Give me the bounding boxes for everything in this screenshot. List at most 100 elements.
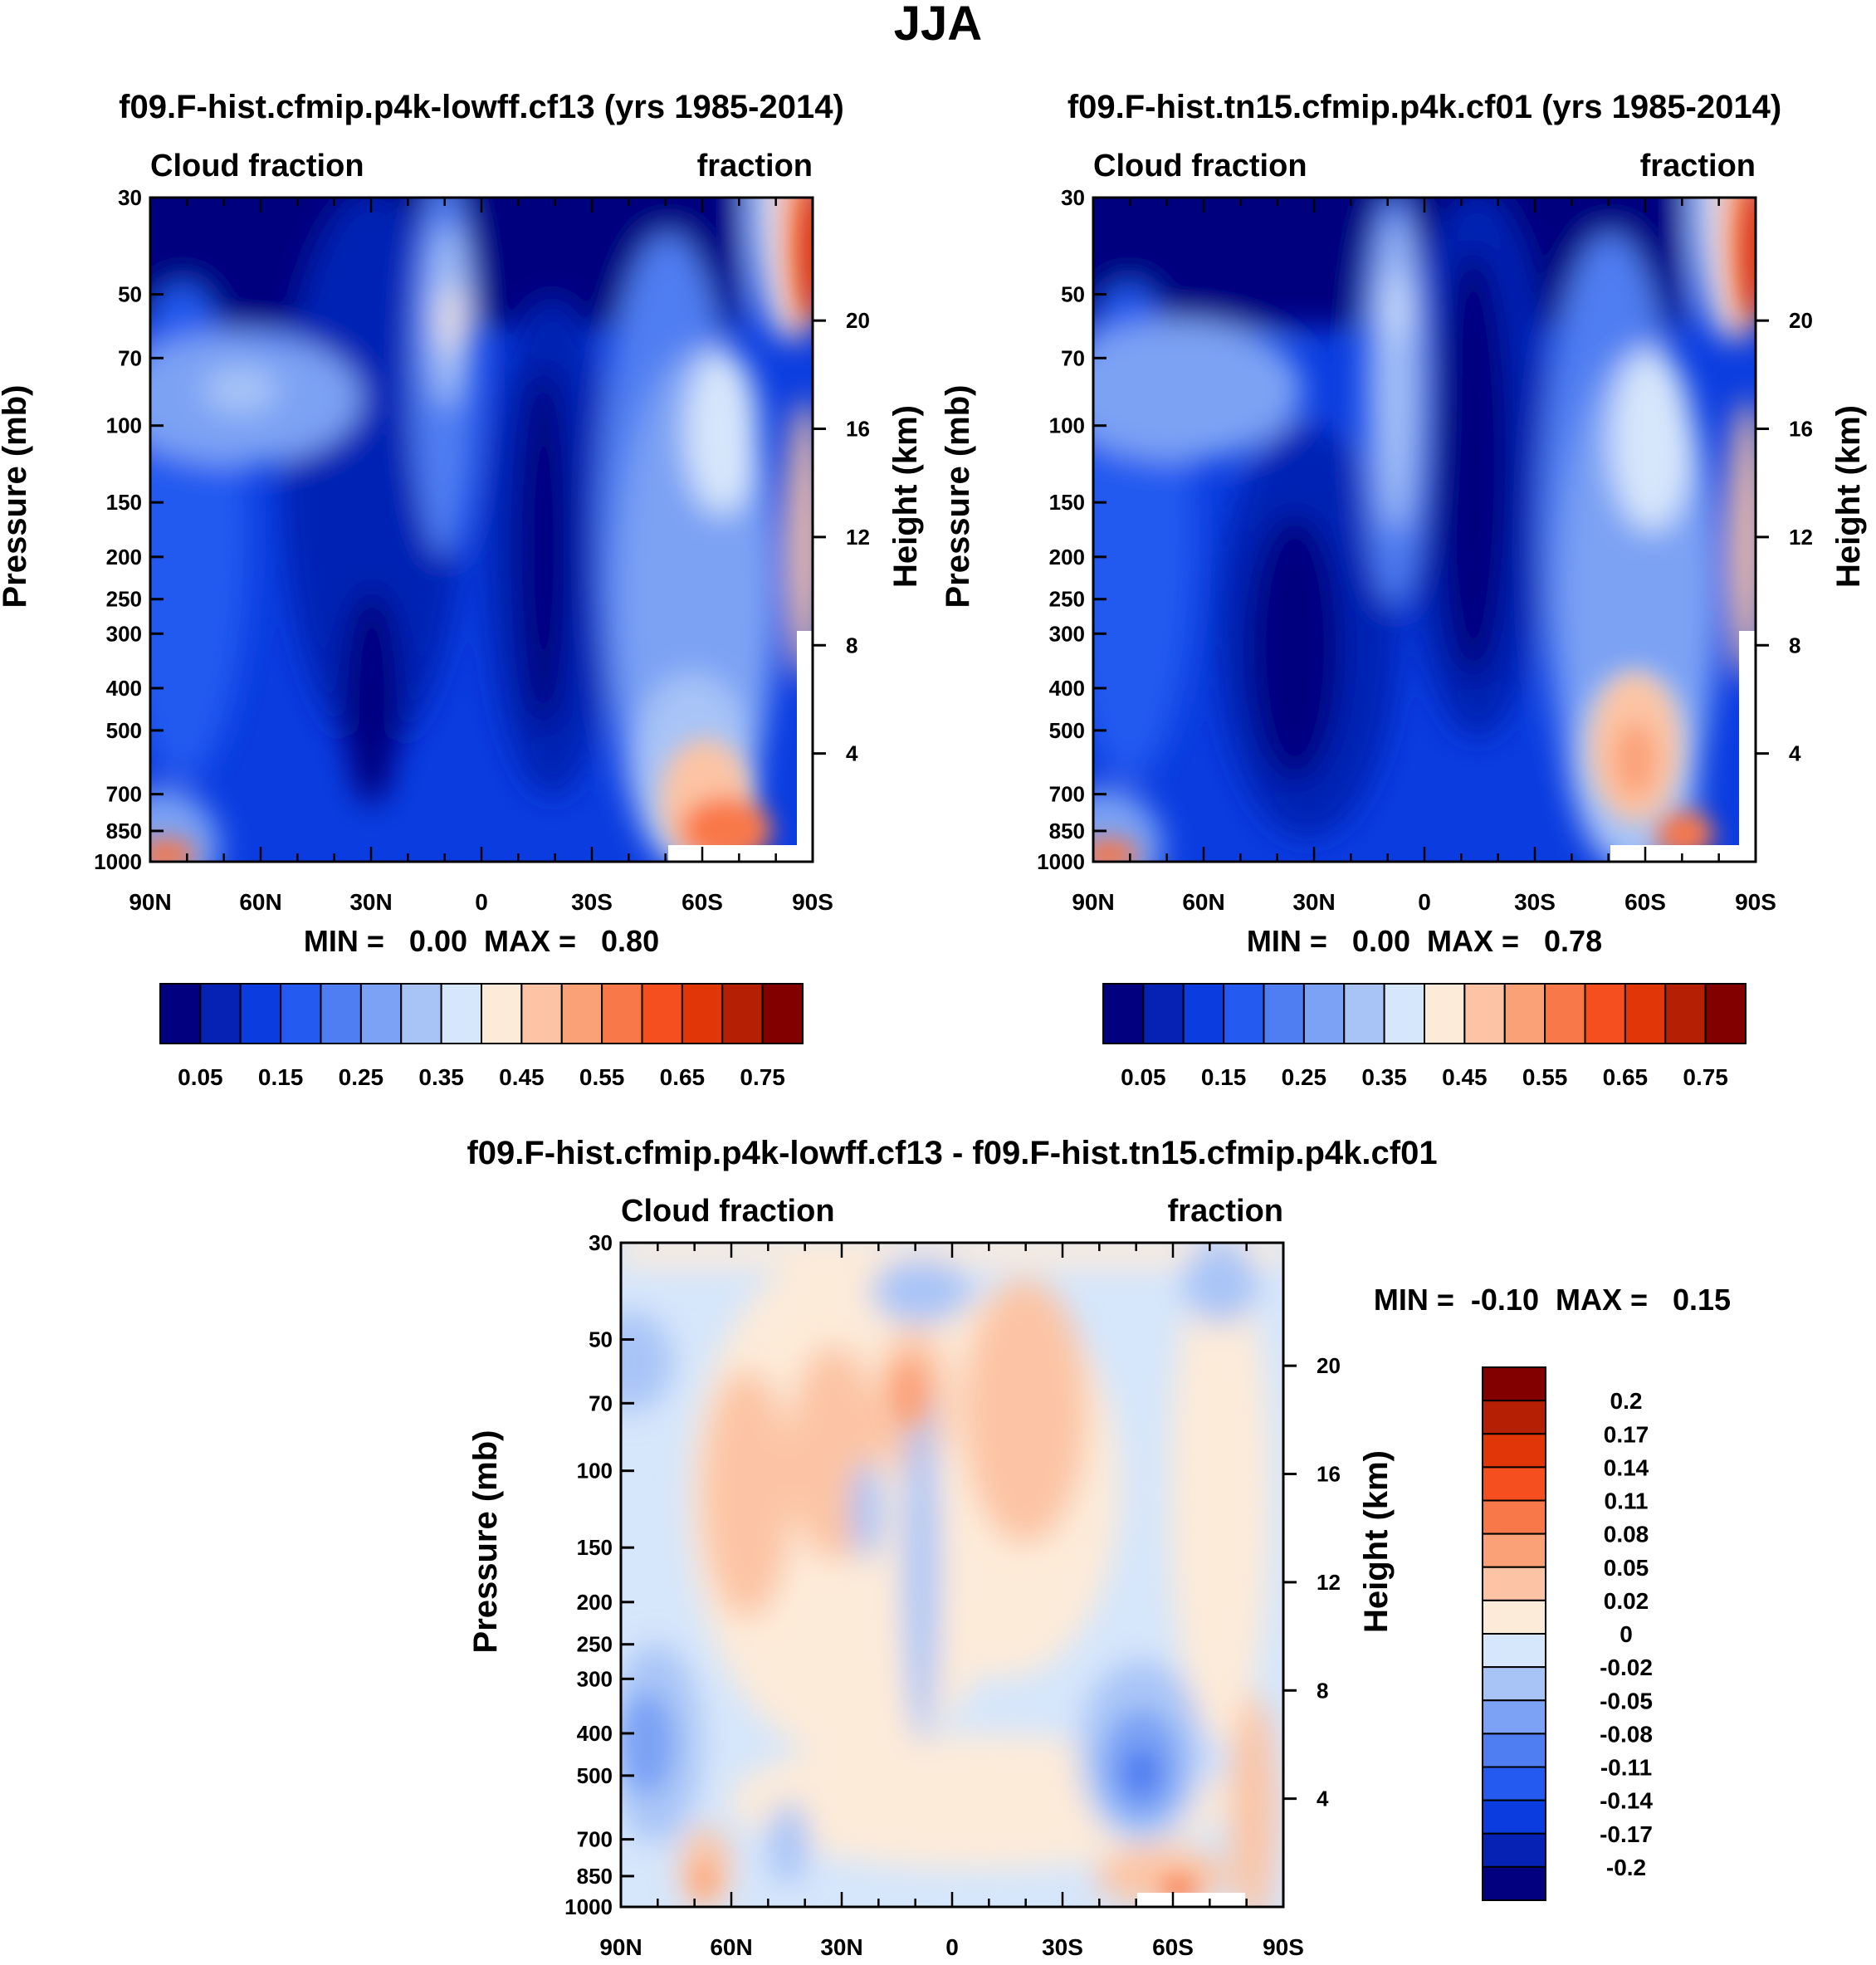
pressure-tick-label: 400 [577, 1721, 613, 1746]
colorbar-swatch [1482, 1633, 1546, 1669]
lat-tick-label: 90S [1263, 1934, 1304, 1960]
colorbar-label: 0.65 [660, 1064, 706, 1090]
lat-tick-label: 90N [129, 889, 171, 915]
height-tick-label: 16 [1789, 417, 1813, 442]
panel-c: f09.F-hist.cfmip.p4k-lowff.cf13 - f09.F-… [467, 1135, 1731, 1960]
pressure-tick-label: 1000 [1037, 849, 1085, 874]
pressure-tick-label: 850 [1049, 819, 1085, 843]
colorbar-label: 0.35 [418, 1064, 464, 1090]
colorbar-label: 0.05 [1604, 1555, 1649, 1581]
pressure-tick-label: 30 [1061, 185, 1085, 210]
colorbar-swatch [1482, 1466, 1546, 1502]
y2-axis-label: Height (km) [1358, 1450, 1395, 1633]
panel-b-right-label: fraction [1640, 149, 1756, 183]
colorbar-swatch [1503, 983, 1546, 1044]
colorbar-swatch [1624, 983, 1667, 1044]
colorbar-label: 0.08 [1604, 1522, 1649, 1547]
colorbar-label: 0.75 [740, 1064, 785, 1090]
pressure-tick-label: 500 [577, 1763, 613, 1788]
y-axis-label: Pressure (mb) [940, 385, 976, 609]
height-tick-label: 4 [1789, 741, 1801, 766]
colorbar-swatch [280, 983, 322, 1044]
colorbar-swatch [1463, 983, 1506, 1044]
colorbar-label: 0.25 [1282, 1064, 1327, 1090]
pressure-tick-label: 250 [106, 587, 142, 612]
pressure-tick-label: 100 [106, 413, 142, 438]
height-tick-label: 20 [846, 308, 870, 333]
panel-c-right-label: fraction [1168, 1194, 1283, 1229]
height-tick-label: 12 [1317, 1570, 1341, 1595]
colorbar-swatch [520, 983, 563, 1044]
colorbar-swatch [239, 983, 282, 1044]
pressure-tick-label: 200 [106, 545, 142, 569]
colorbar-diff: 0.2 0.17 0.14 0.11 0.08 0.05 0.02 0 -0.02 -0.05 -0… [1482, 1366, 1653, 1901]
colorbar-swatch [1482, 1532, 1546, 1568]
pressure-tick-label: 250 [577, 1632, 613, 1657]
panel-b: f09.F-hist.tn15.cfmip.p4k.cf01 (yrs 1985… [940, 89, 1867, 958]
lat-tick-label: 0 [945, 1934, 959, 1960]
colorbar-swatch [1482, 1733, 1546, 1768]
colorbar-swatch [481, 983, 523, 1044]
colorbar-label: 0.05 [1121, 1064, 1166, 1090]
colorbar-swatch [761, 983, 804, 1044]
colorbar-swatch [1482, 1566, 1546, 1601]
colorbar-swatch [359, 983, 403, 1044]
colorbar-label: 0.25 [339, 1064, 384, 1090]
y2-axis-label: Height (km) [1830, 405, 1867, 588]
pressure-tick-label: 200 [577, 1590, 613, 1615]
pressure-tick-label: 850 [106, 819, 142, 843]
panel-a-title: f09.F-hist.cfmip.p4k-lowff.cf13 (yrs 198… [119, 89, 844, 125]
lat-tick-label: 30N [1292, 889, 1335, 915]
panel-c-left-label: Cloud fraction [621, 1194, 835, 1229]
colorbar-swatch [560, 983, 603, 1044]
height-tick-label: 16 [846, 417, 870, 442]
lat-tick-label: 90S [792, 889, 833, 915]
height-tick-label: 16 [1317, 1462, 1341, 1487]
colorbar-swatch [1482, 1699, 1546, 1735]
colorbar-label: 0.75 [1683, 1064, 1728, 1090]
lat-tick-label: 90S [1735, 889, 1776, 915]
colorbar-swatch [1223, 983, 1265, 1044]
colorbar-label: 0.02 [1604, 1588, 1649, 1614]
colorbar-swatch [1343, 983, 1385, 1044]
pressure-tick-label: 700 [1049, 782, 1085, 807]
colorbar-swatch [1482, 1865, 1546, 1901]
panel-a-left-label: Cloud fraction [150, 149, 364, 183]
lat-tick-label: 30S [1514, 889, 1556, 915]
colorbar-swatch [1142, 983, 1185, 1044]
lat-tick-label: 90N [1072, 889, 1114, 915]
colorbar-swatch [199, 983, 242, 1044]
colorbar-label: -0.11 [1600, 1755, 1652, 1781]
pressure-tick-label: 50 [118, 282, 142, 307]
colorbar-swatch [1482, 1400, 1546, 1435]
panel-b-title: f09.F-hist.tn15.cfmip.p4k.cf01 (yrs 1985… [1067, 89, 1781, 125]
height-tick-label: 8 [846, 633, 857, 657]
colorbar-swatch [1482, 1832, 1546, 1868]
pressure-tick-label: 300 [106, 621, 142, 646]
colorbar-label: -0.2 [1606, 1855, 1646, 1880]
colorbar-label: -0.17 [1600, 1821, 1653, 1847]
colorbar-swatch [1544, 983, 1586, 1044]
pressure-tick-label: 70 [1061, 345, 1085, 370]
colorbar-label: 0 [1620, 1621, 1633, 1647]
colorbar-swatch [1482, 1666, 1546, 1702]
colorbar-swatch [1263, 983, 1305, 1044]
colorbar-label: 0.65 [1603, 1064, 1649, 1090]
height-tick-label: 8 [1317, 1678, 1328, 1703]
colorbar-swatch [1302, 983, 1346, 1044]
y-axis-label: Pressure (mb) [467, 1430, 504, 1654]
panel-c-contour-field [621, 1243, 1283, 1907]
colorbar-label: -0.05 [1600, 1688, 1653, 1713]
height-tick-label: 12 [1789, 525, 1813, 550]
pressure-tick-label: 700 [577, 1827, 613, 1852]
height-tick-label: 4 [1317, 1787, 1329, 1811]
colorbar-swatch [1664, 983, 1707, 1044]
pressure-tick-label: 30 [118, 185, 142, 210]
pressure-tick-label: 300 [1049, 621, 1085, 646]
colorbar-swatch [400, 983, 442, 1044]
lat-tick-label: 60S [682, 889, 723, 915]
colorbar-label: 0.55 [1522, 1064, 1568, 1090]
colorbar-swatch [1383, 983, 1425, 1044]
height-tick-label: 4 [846, 741, 858, 766]
colorbar-swatch [440, 983, 482, 1044]
